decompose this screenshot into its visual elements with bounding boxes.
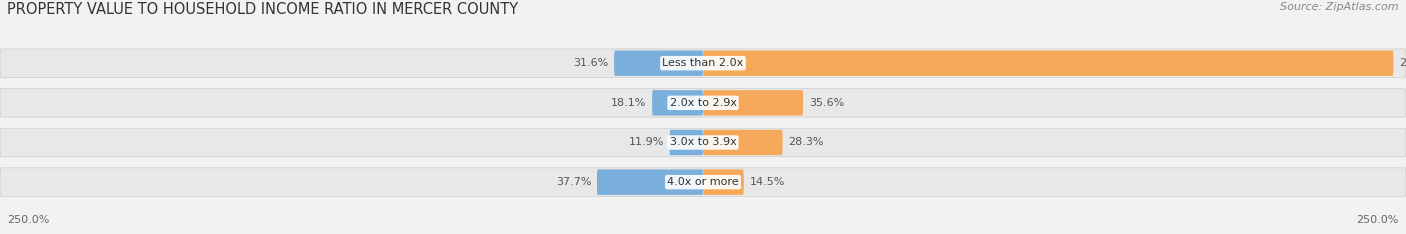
Text: 28.3%: 28.3% — [789, 138, 824, 147]
FancyBboxPatch shape — [652, 90, 703, 116]
FancyBboxPatch shape — [703, 169, 744, 195]
FancyBboxPatch shape — [0, 49, 1406, 77]
Text: 35.6%: 35.6% — [808, 98, 844, 108]
Text: 245.5%: 245.5% — [1399, 58, 1406, 68]
FancyBboxPatch shape — [598, 169, 703, 195]
FancyBboxPatch shape — [703, 90, 803, 116]
Text: Source: ZipAtlas.com: Source: ZipAtlas.com — [1281, 2, 1399, 12]
Text: 250.0%: 250.0% — [7, 215, 49, 225]
FancyBboxPatch shape — [703, 130, 783, 155]
Text: 31.6%: 31.6% — [574, 58, 609, 68]
Text: 14.5%: 14.5% — [749, 177, 785, 187]
FancyBboxPatch shape — [669, 130, 703, 155]
Text: 250.0%: 250.0% — [1357, 215, 1399, 225]
Text: 11.9%: 11.9% — [628, 138, 664, 147]
FancyBboxPatch shape — [614, 51, 703, 76]
Text: 4.0x or more: 4.0x or more — [668, 177, 738, 187]
FancyBboxPatch shape — [0, 128, 1406, 157]
Text: 37.7%: 37.7% — [555, 177, 592, 187]
FancyBboxPatch shape — [703, 51, 1393, 76]
Text: 18.1%: 18.1% — [612, 98, 647, 108]
Text: PROPERTY VALUE TO HOUSEHOLD INCOME RATIO IN MERCER COUNTY: PROPERTY VALUE TO HOUSEHOLD INCOME RATIO… — [7, 2, 519, 17]
FancyBboxPatch shape — [0, 89, 1406, 117]
FancyBboxPatch shape — [0, 168, 1406, 196]
Text: 3.0x to 3.9x: 3.0x to 3.9x — [669, 138, 737, 147]
Text: 2.0x to 2.9x: 2.0x to 2.9x — [669, 98, 737, 108]
Text: Less than 2.0x: Less than 2.0x — [662, 58, 744, 68]
